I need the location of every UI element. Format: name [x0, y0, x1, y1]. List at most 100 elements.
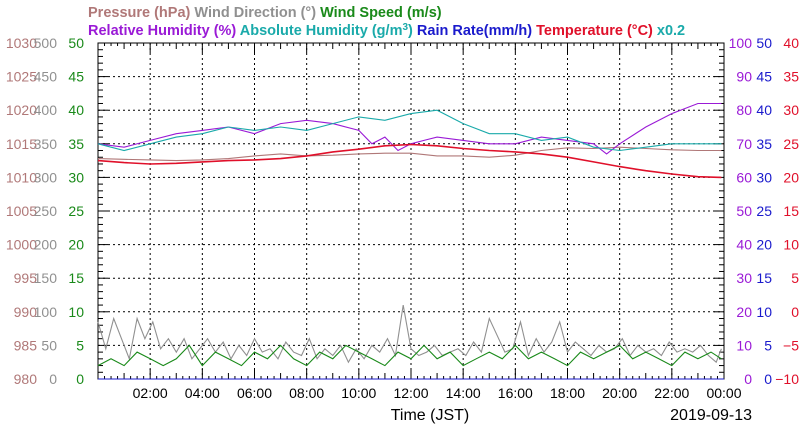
y-tick-label-pressure: 985 [14, 337, 38, 353]
x-tick-label: 06:00 [237, 385, 272, 401]
right-axes: 1009080706050403020100504540353025201510… [714, 35, 799, 387]
header-item-wind-direction: Wind Direction (°) [190, 5, 316, 21]
series-line-wind-direction [97, 305, 722, 364]
y-tick-label-wind-speed: 10 [68, 304, 84, 320]
y-tick-label-relative-humidity: 70 [736, 136, 752, 152]
y-tick-label-rain-rate: 20 [756, 237, 772, 253]
y-tick-label-temperature: 25 [783, 136, 799, 152]
y-tick-label-rain-rate: 40 [756, 102, 772, 118]
y-tick-label-wind-direction: 300 [34, 169, 58, 185]
y-tick-label-wind-direction: 150 [34, 270, 58, 286]
y-tick-label-wind-speed: 30 [68, 169, 84, 185]
y-tick-label-pressure: 990 [14, 304, 38, 320]
x-axis: 02:00 04:00 06:00 08:00 10:00 12:00 14:00 16:00… [97, 43, 742, 401]
y-tick-label-temperature: 30 [783, 102, 799, 118]
header-item-wind-speed-m-s: Wind Speed (m/s) [316, 5, 442, 21]
y-tick-label-relative-humidity: 30 [736, 270, 752, 286]
y-tick-label-relative-humidity: 10 [736, 337, 752, 353]
y-tick-label-wind-speed: 50 [68, 35, 84, 51]
series-line-relative-humidity [97, 102, 722, 155]
series-line-temperature-c [97, 143, 722, 179]
y-tick-label-rain-rate: 30 [756, 169, 772, 185]
header-item-tail: ) [408, 23, 413, 39]
chart-header: Pressure (hPa) Wind Direction (°) Wind S… [88, 5, 685, 39]
plot-grid [98, 43, 724, 379]
header-item-rain-rate-mm-h: Rain Rate(mm/h) [413, 23, 532, 39]
y-tick-label-relative-humidity: 50 [736, 203, 752, 219]
y-tick-label-pressure: 1020 [6, 102, 37, 118]
header-item-relative-humidity: Relative Humidity (%) [88, 23, 236, 39]
header-item-temperature-c: Temperature (°C) [532, 23, 653, 39]
y-tick-label-wind-direction: 100 [34, 304, 58, 320]
y-tick-label-temperature: 20 [783, 169, 799, 185]
series-line-absolute-humidity-g-m3 [97, 109, 722, 152]
header-item-pressure-hpa: Pressure (hPa) [88, 5, 191, 21]
y-tick-label-wind-speed: 0 [76, 371, 84, 387]
header-item-absolute-humidity-g-m: Absolute Humidity (g/m [236, 23, 402, 39]
y-tick-label-wind-direction: 450 [34, 69, 58, 85]
x-tick-label: 12:00 [393, 385, 428, 401]
y-tick-label-pressure: 1010 [6, 169, 37, 185]
y-tick-label-pressure: 1000 [6, 237, 37, 253]
y-tick-label-temperature: 35 [783, 69, 799, 85]
y-tick-label-relative-humidity: 0 [744, 371, 752, 387]
y-tick-label-rain-rate: 45 [756, 69, 772, 85]
header-item-x0-2: x0.2 [653, 23, 685, 39]
y-tick-label-relative-humidity: 60 [736, 169, 752, 185]
y-tick-label-pressure: 1030 [6, 35, 37, 51]
y-tick-label-rain-rate: 0 [764, 371, 772, 387]
y-tick-label-rain-rate: 15 [756, 270, 772, 286]
y-tick-label-pressure: 1005 [6, 203, 37, 219]
y-tick-label-pressure: 1015 [6, 136, 37, 152]
y-tick-label-wind-direction: 400 [34, 102, 58, 118]
y-tick-label-pressure: 1025 [6, 69, 37, 85]
y-tick-label-relative-humidity: 100 [729, 35, 753, 51]
y-tick-label-rain-rate: 10 [756, 304, 772, 320]
x-tick-label: 10:00 [341, 385, 376, 401]
y-tick-label-wind-direction: 250 [34, 203, 58, 219]
x-tick-label: 00:00 [706, 385, 741, 401]
y-tick-label-temperature: 40 [783, 35, 799, 51]
y-tick-label-rain-rate: 50 [756, 35, 772, 51]
y-tick-label-temperature: 10 [783, 237, 799, 253]
y-tick-label-wind-direction: 500 [34, 35, 58, 51]
x-tick-label: 16:00 [498, 385, 533, 401]
y-tick-label-wind-direction: 50 [41, 337, 57, 353]
y-tick-label-wind-speed: 25 [68, 203, 84, 219]
y-tick-label-rain-rate: 5 [764, 337, 772, 353]
x-tick-label: 04:00 [185, 385, 220, 401]
series-line-pressure-hpa [97, 146, 722, 162]
y-tick-label-wind-speed: 5 [76, 337, 84, 353]
header-line-1: Pressure (hPa) Wind Direction (°) Wind S… [88, 5, 442, 21]
y-tick-label-relative-humidity: 20 [736, 304, 752, 320]
y-tick-label-wind-speed: 15 [68, 270, 84, 286]
x-tick-label: 18:00 [550, 385, 585, 401]
y-tick-label-temperature: −10 [775, 371, 799, 387]
y-tick-label-wind-direction: 350 [34, 136, 58, 152]
y-tick-label-wind-speed: 45 [68, 69, 84, 85]
y-tick-label-relative-humidity: 40 [736, 237, 752, 253]
y-tick-label-temperature: 5 [791, 270, 799, 286]
x-tick-label: 22:00 [654, 385, 689, 401]
date-label: 2019-09-13 [670, 407, 752, 424]
header-line-2: Relative Humidity (%) Absolute Humidity … [88, 22, 685, 40]
left-axes: 1030102510201015101010051000995990985980… [6, 35, 108, 387]
y-tick-label-relative-humidity: 80 [736, 102, 752, 118]
header-superscript: 3 [402, 22, 408, 33]
y-tick-label-rain-rate: 25 [756, 203, 772, 219]
y-tick-label-wind-direction: 0 [49, 371, 57, 387]
y-tick-label-temperature: 0 [791, 304, 799, 320]
y-tick-label-rain-rate: 35 [756, 136, 772, 152]
x-tick-label: 08:00 [289, 385, 324, 401]
y-tick-label-pressure: 980 [14, 371, 38, 387]
x-axis-label: Time (JST) [391, 407, 470, 424]
series-line-wind-speed-m-s [97, 344, 722, 367]
x-tick-label: 20:00 [602, 385, 637, 401]
y-tick-label-wind-direction: 200 [34, 237, 58, 253]
y-tick-label-relative-humidity: 90 [736, 69, 752, 85]
y-tick-label-wind-speed: 35 [68, 136, 84, 152]
x-tick-label: 02:00 [133, 385, 168, 401]
y-tick-label-temperature: −5 [783, 337, 799, 353]
x-tick-label: 14:00 [446, 385, 481, 401]
